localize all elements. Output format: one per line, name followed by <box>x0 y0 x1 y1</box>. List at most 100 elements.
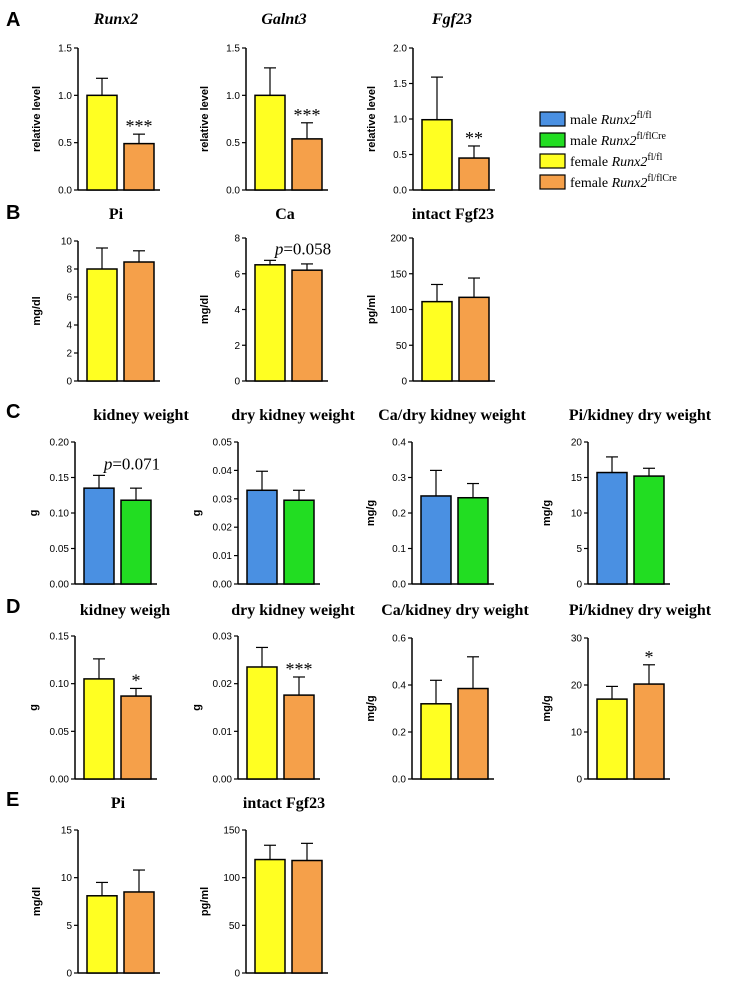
y-tick-label: 0 <box>234 377 240 388</box>
y-tick-label: 20 <box>571 681 583 692</box>
y-tick-label: 0.05 <box>213 438 233 449</box>
y-tick-label: 0.4 <box>392 438 406 449</box>
chart-title: Fgf23 <box>431 11 472 28</box>
y-tick-label: 0.15 <box>50 473 70 484</box>
y-tick-label: 10 <box>571 728 583 739</box>
y-tick-label: 150 <box>223 826 240 837</box>
bar-fl-flcre <box>291 859 323 974</box>
significance-label: *** <box>294 105 321 125</box>
chart-c1: kidney weight 0.00 0.05 0.10 0.15 0.20 g p=0.07… <box>28 407 189 591</box>
chart-d1: kidney weigh 0.00 0.05 0.10 0.15 g * <box>28 602 170 786</box>
y-tick-label: 50 <box>396 341 408 352</box>
y-tick-label: 1.5 <box>58 44 72 55</box>
y-axis-label: g <box>28 510 40 517</box>
bar-fl-flcre <box>458 157 490 191</box>
y-tick-label: 0 <box>234 969 240 980</box>
chart-title: Pi <box>109 206 124 223</box>
p-value-label: p=0.058 <box>274 239 331 258</box>
bar-fl-flcre <box>458 296 490 382</box>
y-tick-label: 0 <box>66 377 72 388</box>
bar-fl-flcre <box>283 694 315 780</box>
bar-fl-fl <box>421 118 453 191</box>
bar-fl-flcre <box>283 499 315 585</box>
y-tick-label: 8 <box>66 265 72 276</box>
bar-fl-flcre <box>123 261 155 382</box>
legend-item: male Runx2fl/flCre <box>539 131 666 149</box>
y-axis-label: mg/g <box>541 500 553 526</box>
bar-fl-flcre <box>120 499 152 585</box>
chart-c3: Ca/dry kidney weight 0.0 0.1 0.2 0.3 0.4 mg/g <box>365 407 526 591</box>
panel-label-e: E <box>6 789 19 811</box>
y-axis-label: relative level <box>366 86 378 152</box>
bar-fl-flcre <box>123 142 155 191</box>
y-tick-label: 0 <box>576 580 582 591</box>
legend: male Runx2fl/fl male Runx2fl/flCre female … <box>539 110 677 191</box>
p-value-label: p=0.071 <box>103 454 160 473</box>
chart-e1: Pi 0 5 10 15 mg/dl <box>31 795 160 980</box>
y-tick-label: 10 <box>61 237 73 248</box>
y-tick-label: 0.00 <box>50 775 70 786</box>
chart-title: kidney weigh <box>80 602 170 619</box>
y-tick-label: 0.1 <box>392 544 406 555</box>
y-tick-label: 4 <box>234 305 240 316</box>
bar-fl-flcre <box>633 683 665 780</box>
chart-b1: Pi 0 2 4 6 8 10 mg/dl <box>31 206 160 388</box>
bar-fl-flcre <box>633 475 665 585</box>
y-tick-label: 4 <box>66 321 72 332</box>
y-axis-label: mg/dl <box>31 296 43 325</box>
y-tick-label: 0 <box>66 969 72 980</box>
y-axis-label: mg/g <box>365 500 377 526</box>
chart-title: intact Fgf23 <box>412 206 494 223</box>
y-tick-label: 15 <box>61 826 73 837</box>
y-tick-label: 0.00 <box>213 775 233 786</box>
bar-fl-flcre <box>457 496 489 585</box>
bar-fl-fl <box>254 94 286 191</box>
chart-title: Pi <box>111 795 126 812</box>
y-tick-label: 6 <box>234 269 240 280</box>
y-tick-label: 0.00 <box>50 580 70 591</box>
bar-fl-fl <box>596 698 628 780</box>
legend-swatch <box>539 132 566 148</box>
y-axis-label: pg/ml <box>199 887 211 916</box>
y-tick-label: 0.0 <box>393 186 407 197</box>
bar-fl-fl <box>86 268 118 382</box>
bar-fl-fl <box>254 264 286 382</box>
y-axis-label: mg/g <box>365 695 377 721</box>
y-axis-label: mg/dl <box>31 887 43 916</box>
chart-d2: dry kidney weight 0.00 0.01 0.02 0.03 g *** <box>191 602 355 786</box>
y-tick-label: 100 <box>223 873 240 884</box>
panel-label-d: D <box>6 596 20 618</box>
chart-c4: Pi/kidney dry weight 0 5 10 15 20 mg/g <box>541 407 712 591</box>
y-tick-label: 0.0 <box>226 186 240 197</box>
chart-title: Pi/kidney dry weight <box>569 602 712 619</box>
y-tick-label: 0.00 <box>213 580 233 591</box>
chart-b2: Ca 0 2 4 6 8 mg/dl p=0.058 <box>199 206 331 388</box>
legend-item: female Runx2fl/fl <box>539 152 663 170</box>
y-tick-label: 10 <box>571 509 583 520</box>
significance-label: * <box>132 670 141 690</box>
bar-fl-fl <box>254 858 286 974</box>
panel-label-c: C <box>6 401 20 423</box>
bar-fl-fl <box>420 703 452 780</box>
y-axis-label: g <box>191 704 203 711</box>
y-tick-label: 0.02 <box>213 523 233 534</box>
chart-title: Ca <box>275 206 295 223</box>
y-tick-label: 0.5 <box>58 138 72 149</box>
y-tick-label: 0.2 <box>392 728 406 739</box>
chart-a2: Galnt3 0.0 0.5 1.0 1.5 relative level *** <box>199 11 328 197</box>
y-tick-label: 1.5 <box>393 79 407 90</box>
y-tick-label: 5 <box>66 921 72 932</box>
y-tick-label: 0.04 <box>213 466 233 477</box>
panel-label-b: B <box>6 202 20 224</box>
legend-label: male Runx2fl/fl <box>570 110 652 128</box>
y-tick-label: 15 <box>571 473 583 484</box>
chart-title: Ca/kidney dry weight <box>381 602 529 619</box>
y-tick-label: 0.3 <box>392 473 406 484</box>
bar-fl-fl <box>420 495 452 585</box>
y-tick-label: 0.05 <box>50 544 70 555</box>
bar-fl-fl <box>246 666 278 780</box>
bar-fl-fl <box>421 300 453 382</box>
legend-swatch <box>539 174 566 190</box>
y-tick-label: 0.10 <box>50 509 70 520</box>
